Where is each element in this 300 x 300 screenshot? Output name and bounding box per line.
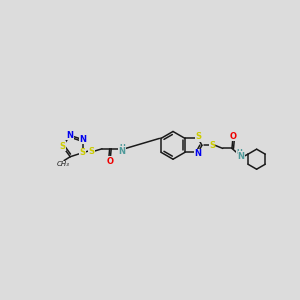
Text: S: S (209, 141, 215, 150)
Text: O: O (106, 157, 113, 166)
Text: N: N (118, 147, 125, 156)
Text: CH₃: CH₃ (57, 161, 70, 167)
Text: H: H (119, 144, 125, 150)
Text: S: S (80, 148, 86, 157)
Text: S: S (88, 147, 94, 156)
Text: N: N (79, 135, 86, 144)
Text: S: S (59, 142, 65, 151)
Text: N: N (238, 152, 245, 160)
Text: N: N (67, 131, 74, 140)
Text: O: O (230, 132, 237, 141)
Text: S: S (195, 132, 201, 141)
Text: N: N (195, 149, 202, 158)
Text: H: H (236, 149, 242, 155)
